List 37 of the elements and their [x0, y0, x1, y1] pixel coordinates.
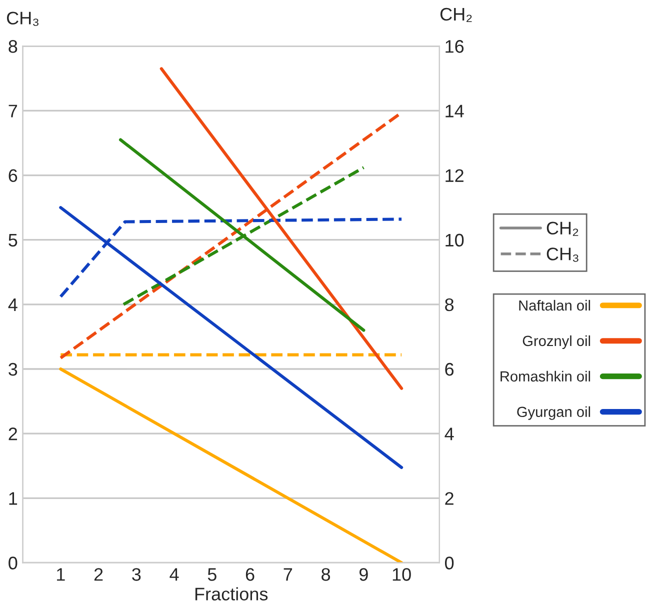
x-tick-label: 8	[322, 568, 330, 581]
legend-label: Gyurgan oil	[517, 406, 590, 420]
x-tick-label: 7	[284, 568, 292, 581]
y-axis-title: CH₃	[6, 12, 38, 26]
y-tick-label: 0	[8, 556, 18, 570]
y2-tick-label: 6	[445, 362, 454, 376]
y2-tick-label: 2	[445, 492, 454, 505]
y-tick-label: 7	[8, 104, 18, 118]
y-tick-label: 1	[9, 492, 18, 505]
text: CH₃	[546, 248, 578, 262]
y2-tick-label: 12	[446, 169, 464, 182]
legend-label: Groznyl oil	[522, 335, 590, 349]
legend-label: Naftalan oil	[519, 300, 590, 311]
x-axis-title: Fractions	[195, 587, 268, 600]
y-tick-label: 5	[8, 234, 18, 247]
x-tick-label: 6	[246, 568, 254, 581]
y-tick-label: 2	[8, 428, 18, 440]
y2-tick-label: 14	[446, 104, 464, 118]
text: CH₂	[546, 222, 578, 236]
x-tick-label: 10	[392, 568, 411, 581]
y-tick-label: 8	[8, 40, 18, 53]
y-tick-label: 3	[8, 362, 18, 376]
y2-tick-label: 8	[445, 298, 454, 312]
x-tick-label: 5	[208, 568, 216, 581]
x-tick-label: 9	[360, 568, 368, 581]
x-tick-label: 2	[94, 568, 103, 581]
y2-tick-label: 10	[446, 234, 464, 247]
y-tick-label: 4	[8, 298, 18, 311]
x-tick-label: 3	[132, 568, 141, 581]
y2-axis-title: CH₂	[440, 8, 472, 22]
x-tick-label: 4	[170, 568, 179, 581]
y2-tick-label: 16	[446, 40, 464, 53]
legend-label: Romashkin oil	[500, 370, 590, 382]
y-tick-label: 6	[8, 169, 18, 182]
y2-tick-label: 4	[444, 428, 454, 440]
y2-tick-label: 0	[444, 556, 454, 570]
x-tick-label: 1	[57, 568, 65, 581]
